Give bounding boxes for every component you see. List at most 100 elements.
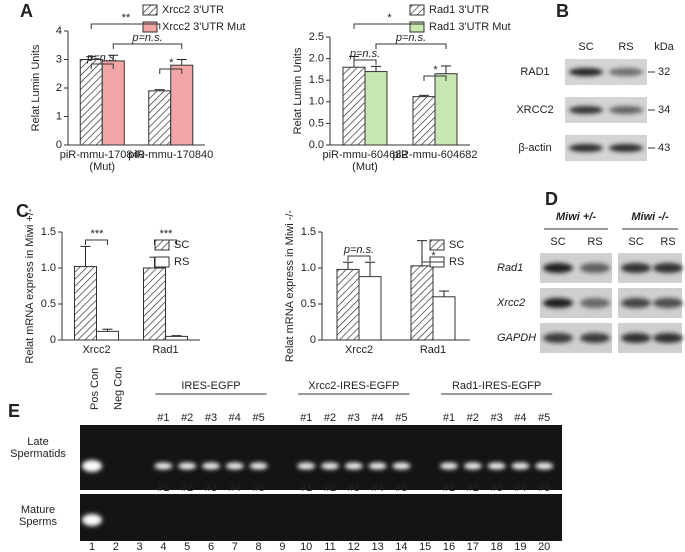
blot-band <box>621 263 651 273</box>
legend-swatch <box>154 256 170 268</box>
lane-number: 15 <box>419 541 431 552</box>
blot-band <box>569 68 603 76</box>
group-label: Rad1-IRES-EGFP <box>452 380 541 392</box>
y-axis-label: Relat mRNA express in Miwi +/- <box>24 208 36 363</box>
annotation: * <box>433 64 438 76</box>
gel-band <box>440 462 458 470</box>
lane-number: 2 <box>113 541 119 552</box>
x-tick-label-box: piR-mmu-170840 <box>128 149 213 161</box>
annotation: * <box>431 250 436 262</box>
bar <box>432 296 456 341</box>
legend-swatch <box>154 239 170 251</box>
y-tick-label: 0 <box>310 334 316 346</box>
lane-number: 5 <box>184 541 190 552</box>
blot-band <box>609 106 643 114</box>
lane-number: 17 <box>467 541 479 552</box>
significance-bracket <box>353 23 425 29</box>
kda-label: 32 <box>658 66 670 78</box>
row-label: XRCC2 <box>516 104 553 116</box>
clone-label: #5 <box>538 482 550 494</box>
y-tick-label: 1.5 <box>41 226 56 238</box>
legend-swatch <box>142 4 158 16</box>
annotation: *** <box>90 228 104 240</box>
legend-label: Rad1 3'UTR Mut <box>429 21 511 33</box>
control-label: Pos Con <box>89 368 101 410</box>
y-tick-label: 2 <box>56 82 62 94</box>
lane-number: 1 <box>89 541 95 552</box>
significance-bracket <box>421 261 445 267</box>
y-tick-label: 1.5 <box>309 74 324 86</box>
clone-label: #3 <box>205 412 217 424</box>
y-axis-label: Relat Lumin Units <box>292 47 304 134</box>
row-label-box: Late Spermatids <box>10 436 66 460</box>
group-label: IRES-EGFP <box>181 380 240 392</box>
lane-number: 3 <box>137 541 143 552</box>
y-tick-label: 1.0 <box>301 262 316 274</box>
clone-label: #1 <box>300 482 312 494</box>
y-tick-label: 2.5 <box>309 31 324 43</box>
gel-band <box>392 462 411 470</box>
annotation: ** <box>121 12 130 24</box>
y-tick-label: 1.5 <box>301 226 316 238</box>
bar <box>410 265 434 341</box>
blot-band <box>609 144 643 152</box>
y-tick-label: 1 <box>56 110 62 122</box>
lane-number: 6 <box>208 541 214 552</box>
x-tick-label-box: piR-mmu-170840 (Mut) <box>60 149 145 173</box>
bar <box>74 266 97 341</box>
x-tick-label-box: Xrcc2 <box>345 344 373 356</box>
gel-band <box>154 462 173 470</box>
clone-label: #1 <box>157 482 169 494</box>
y-tick-label: 0 <box>50 334 56 346</box>
column-label: RS <box>660 236 675 248</box>
legend-label: RS <box>174 256 189 268</box>
blot-band <box>569 144 603 152</box>
row-label: β-actin <box>518 142 551 154</box>
x-tick-label: piR-mmu-604682 (Mut) <box>322 149 408 173</box>
bar <box>101 60 125 146</box>
column-label: RS <box>618 41 633 53</box>
clone-label: #4 <box>371 412 383 424</box>
row-label: Rad1 <box>497 262 523 274</box>
clone-label: #4 <box>514 412 526 424</box>
legend-swatch <box>142 21 158 33</box>
legend-label: SC <box>449 239 464 251</box>
gel-band <box>487 462 506 470</box>
gel-band <box>321 462 339 470</box>
blot-band <box>653 263 683 273</box>
y-tick-label: 1.0 <box>309 96 324 108</box>
bar <box>434 73 458 146</box>
blot-band <box>580 333 610 343</box>
genotype-label: Miwi -/- <box>631 211 669 223</box>
legend-swatch <box>429 239 445 251</box>
clone-label: #2 <box>324 412 336 424</box>
lane-number: 13 <box>371 541 383 552</box>
x-tick-label-box: piR-mmu-604682 (Mut) <box>322 149 408 173</box>
bar <box>79 59 103 146</box>
annotation: p=n.s. <box>349 48 380 60</box>
y-tick-label: 0.5 <box>41 298 56 310</box>
clone-label: #5 <box>538 412 550 424</box>
blot-band <box>543 263 573 273</box>
significance-bracket <box>85 239 108 245</box>
bar <box>165 335 188 341</box>
lane-number: 19 <box>514 541 526 552</box>
significance-bracket <box>347 255 371 261</box>
column-label: SC <box>578 41 593 53</box>
blot-band <box>580 263 610 273</box>
blot-band <box>621 333 651 343</box>
x-tick-label-box: Xrcc2 <box>82 344 110 356</box>
y-tick-label: 0.5 <box>309 117 324 129</box>
gel-band <box>249 462 268 470</box>
legend-label: RS <box>449 256 464 268</box>
x-tick-label-box: Rad1 <box>152 344 178 356</box>
annotation: * <box>169 57 174 69</box>
lane-number: 18 <box>490 541 502 552</box>
clone-label: #5 <box>395 412 407 424</box>
gel <box>80 494 562 541</box>
gel-band <box>511 462 530 470</box>
panel-letter: E <box>8 401 20 421</box>
gel-band <box>82 514 102 526</box>
gel-band <box>535 462 554 470</box>
column-label: SC <box>550 236 565 248</box>
